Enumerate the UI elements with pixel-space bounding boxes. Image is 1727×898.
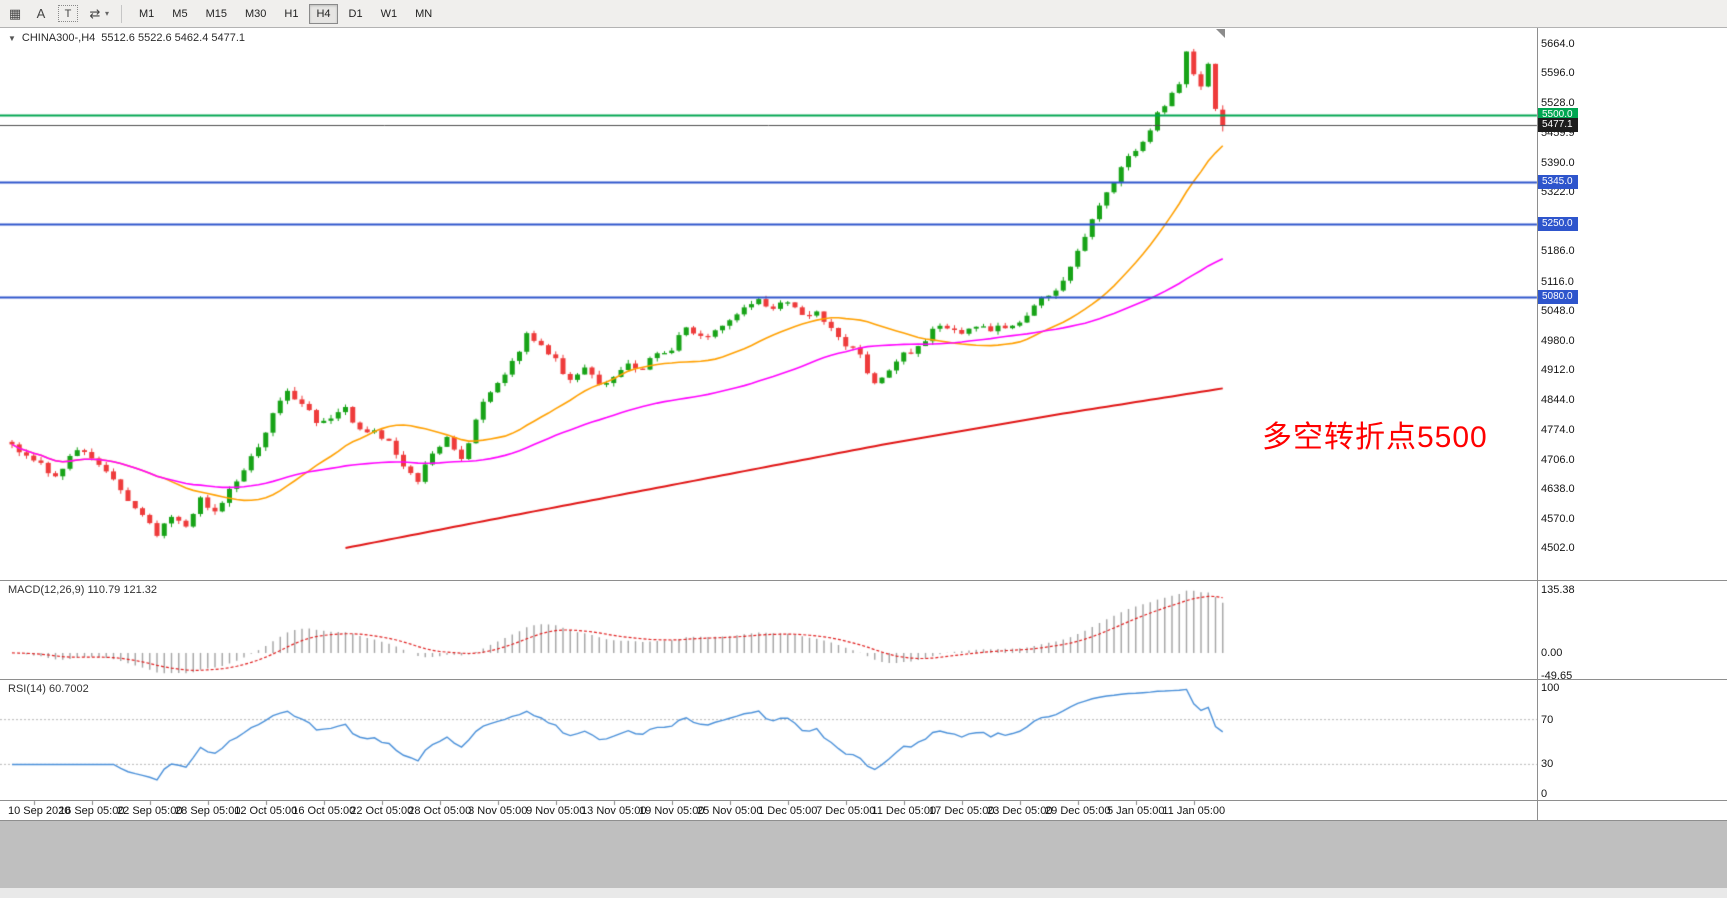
chart-title: ▼ CHINA300-,H4 5512.6 5522.6 5462.4 5477… [8,32,245,44]
time-axis-label: 28 Sep 05:00 [175,805,241,817]
timeframe-m30-button[interactable]: M30 [244,7,267,20]
macd-axis-label: 135.38 [1541,584,1575,596]
time-axis-label: 12 Oct 05:00 [234,805,298,817]
time-axis-label: 25 Nov 05:00 [697,805,763,817]
text-label-icon[interactable]: T [58,5,78,22]
time-axis-label: 16 Sep 05:00 [59,805,125,817]
time-axis-label: 23 Dec 05:00 [987,805,1053,817]
workspace-background [0,821,1727,898]
macd-indicator-title: MACD(12,26,9) 110.79 121.32 [8,584,157,596]
time-axis-label: 3 Nov 05:00 [468,805,528,817]
macd-axis-label: 0.00 [1541,646,1563,659]
time-axis-label: 13 Nov 05:00 [581,805,647,817]
rsi-indicator-title: RSI(14) 60.7002 [8,683,89,695]
price-axis-label: 4502.0 [1541,542,1575,554]
panel-separator[interactable] [0,800,1727,801]
text-annotation-icon[interactable]: A [36,6,46,21]
price-level-badge: 5250.0 [1538,216,1578,231]
chart-annotation: 多空转折点5500 [1262,421,1488,454]
price-axis-border [1537,28,1538,820]
rsi-axis-label: 70 [1541,713,1554,726]
rsi-axis-label: 0 [1541,788,1548,800]
time-axis-label: 19 Nov 05:00 [639,805,705,817]
symbol-dropdown-icon[interactable]: ▼ [8,33,16,43]
time-axis-label: 22 Oct 05:00 [350,805,414,817]
time-axis-label: 11 Jan 05:00 [1162,805,1226,817]
price-level-badge: 5345.0 [1538,175,1578,190]
time-axis-label: 10 Sep 2020 [8,805,71,817]
timeframe-w1-button[interactable]: W1 [380,7,398,20]
price-axis-label: 4570.0 [1541,512,1575,525]
price-axis-label: 4980.0 [1541,334,1575,347]
timeframe-h4-button[interactable]: H4 [309,3,338,24]
price-axis-label: 5048.0 [1541,305,1575,318]
price-axis-label: 4844.0 [1541,393,1575,406]
price-level-badge: 5477.1 [1538,118,1578,133]
price-axis-label: 4912.0 [1541,364,1575,377]
time-axis-label: 11 Dec 05:00 [871,805,937,817]
time-axis-label: 5 Jan 05:00 [1107,805,1165,817]
timeframe-d1-button[interactable]: D1 [348,7,363,20]
timeframe-toolbar: M1 M5 M15 M30 H1 H4 D1 W1 MN [131,3,440,24]
time-axis-label: 1 Dec 05:00 [758,805,818,817]
price-axis-label: 4638.0 [1541,483,1575,495]
time-axis-label: 22 Sep 05:00 [117,805,183,817]
price-axis-label: 5390.0 [1541,156,1575,169]
price-level-badge: 5080.0 [1538,290,1578,305]
time-axis-label: 16 Oct 05:00 [292,805,356,817]
rsi-axis-label: 100 [1541,682,1560,694]
chart-shift-marker-icon[interactable] [1216,29,1225,38]
price-axis-label: 4774.0 [1541,424,1575,437]
price-axis-label: 5528.0 [1541,96,1575,109]
price-axis-label: 5186.0 [1541,245,1575,258]
price-axis-label: 4706.0 [1541,453,1575,466]
price-axis-label: 5664.0 [1541,38,1575,50]
macd-axis-label: -49.65 [1541,670,1573,682]
toolbar-tools-group: ▦ A T ⇄ ▾ [3,4,112,24]
chart-window-bottom-border [0,820,1727,821]
bottom-strip [0,888,1727,898]
panel-separator[interactable] [0,580,1727,581]
time-axis-label: 28 Oct 05:00 [408,805,472,817]
chart-ohlc-values: 5512.6 5522.6 5462.4 5477.1 [101,32,246,44]
timeframe-h1-button[interactable]: H1 [284,7,299,20]
timeframe-m5-button[interactable]: M5 [172,7,188,20]
cursor-tool-icon[interactable]: ⇄ [89,5,101,21]
quote-grid-icon[interactable]: ▦ [8,5,22,21]
time-axis-label: 7 Dec 05:00 [816,805,876,817]
price-axis-label: 5116.0 [1541,275,1574,288]
tool-dropdown-caret-icon[interactable]: ▾ [104,9,109,18]
timeframe-mn-button[interactable]: MN [415,7,433,20]
time-axis-label: 29 Dec 05:00 [1045,805,1111,817]
price-axis-label: 5596.0 [1541,67,1575,80]
toolbar-separator [121,4,122,23]
panel-separator[interactable] [0,679,1727,680]
chart-symbol-period: CHINA300-,H4 [21,32,96,44]
time-axis-label: 9 Nov 05:00 [526,805,586,817]
toolbar: ▦ A T ⇄ ▾ M1 M5 M15 M30 H1 H4 D1 W1 MN [0,0,1727,28]
timeframe-m15-button[interactable]: M15 [205,7,227,20]
rsi-axis-label: 30 [1541,758,1554,771]
time-axis-label: 17 Dec 05:00 [929,805,995,817]
timeframe-m1-button[interactable]: M1 [139,7,155,20]
